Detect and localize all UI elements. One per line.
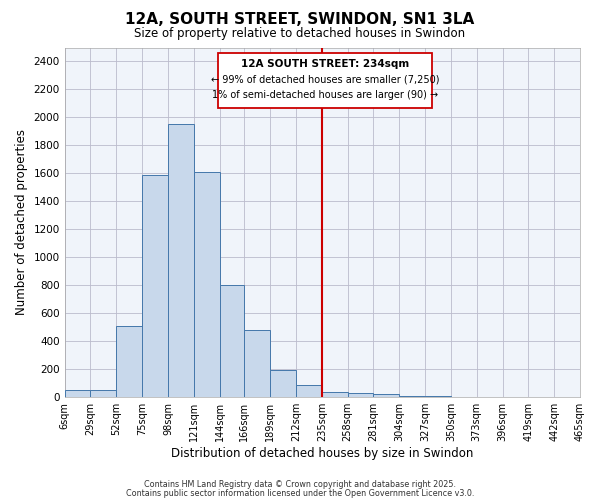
Bar: [296, 384, 322, 397]
Text: Contains HM Land Registry data © Crown copyright and database right 2025.: Contains HM Land Registry data © Crown c…: [144, 480, 456, 489]
Bar: [244, 330, 270, 397]
Bar: [65, 390, 91, 397]
Bar: [477, 396, 503, 397]
Text: 12A SOUTH STREET: 234sqm: 12A SOUTH STREET: 234sqm: [241, 58, 409, 68]
Text: 1% of semi-detached houses are larger (90) →: 1% of semi-detached houses are larger (9…: [212, 90, 438, 100]
Bar: [270, 370, 296, 397]
Text: ← 99% of detached houses are smaller (7,250): ← 99% of detached houses are smaller (7,…: [211, 74, 439, 85]
Bar: [425, 396, 451, 397]
Bar: [116, 326, 142, 397]
Bar: [451, 396, 477, 397]
Bar: [194, 172, 220, 397]
Bar: [142, 175, 168, 397]
Bar: [347, 393, 373, 397]
Bar: [168, 124, 194, 397]
Bar: [373, 394, 399, 397]
Bar: [322, 392, 347, 397]
Bar: [91, 390, 116, 397]
Bar: [399, 396, 425, 397]
FancyBboxPatch shape: [218, 53, 432, 108]
Bar: [554, 396, 580, 397]
Text: Size of property relative to detached houses in Swindon: Size of property relative to detached ho…: [134, 28, 466, 40]
X-axis label: Distribution of detached houses by size in Swindon: Distribution of detached houses by size …: [171, 447, 473, 460]
Text: Contains public sector information licensed under the Open Government Licence v3: Contains public sector information licen…: [126, 488, 474, 498]
Bar: [503, 396, 529, 397]
Y-axis label: Number of detached properties: Number of detached properties: [15, 130, 28, 316]
Text: 12A, SOUTH STREET, SWINDON, SN1 3LA: 12A, SOUTH STREET, SWINDON, SN1 3LA: [125, 12, 475, 28]
Bar: [220, 286, 244, 397]
